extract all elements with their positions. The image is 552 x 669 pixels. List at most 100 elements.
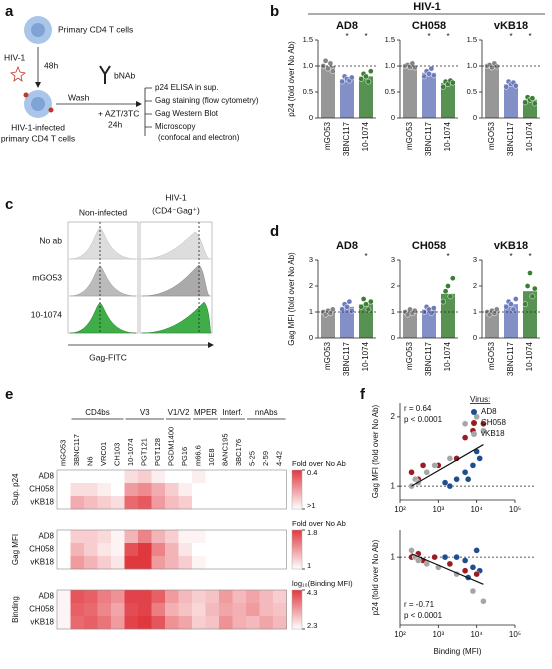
data-point (531, 285, 538, 292)
panel-label: b (270, 3, 279, 20)
data-point (453, 476, 460, 483)
data-point (430, 305, 437, 311)
x-tick-label: mGO53 (323, 121, 332, 150)
y-tick-label: 0 (391, 333, 395, 342)
heatmap-cell (97, 530, 112, 544)
data-point (411, 307, 418, 314)
heatmap-cell (97, 556, 112, 570)
heatmap-cell (70, 556, 85, 570)
heatmap-cell (192, 616, 206, 630)
heatmap-cell (273, 483, 287, 497)
readout: (confocal and electron) (158, 133, 240, 142)
bar (504, 304, 518, 338)
y-tick-label: 0.5 (467, 87, 477, 96)
data-point (531, 100, 538, 107)
group-label: CD4bs (85, 408, 109, 417)
x-tick-label: 10-1074 (361, 121, 370, 151)
heatmap-cell (57, 470, 71, 484)
y-axis-label: p24 (fold over No Ab) (371, 539, 380, 615)
arrow-head (136, 101, 142, 107)
heatmap-cell (57, 556, 71, 570)
bar (422, 309, 436, 338)
y-tick-label: 0 (473, 113, 477, 122)
y-tick-label: 2 (473, 281, 477, 290)
heatmap-cell (84, 470, 98, 484)
column-label: 4-42 (275, 451, 284, 466)
heatmap-cell (138, 530, 152, 544)
y-tick-label: 1.5 (303, 35, 313, 44)
bar (340, 306, 354, 338)
heatmap-cell (259, 483, 274, 497)
heatmap-cell (84, 543, 98, 557)
x-tick-label: 10² (394, 630, 406, 639)
data-point (524, 283, 531, 289)
histogram (69, 265, 137, 297)
panel-label: c (5, 196, 13, 213)
heatmap-cell (219, 483, 233, 497)
data-point (358, 76, 365, 82)
y-tick-label: 1 (309, 307, 313, 316)
column-label: 2-59 (261, 451, 270, 466)
significance-star: * (446, 252, 449, 261)
x-tick-label: 3BNC117 (506, 341, 515, 376)
heatmap-cell (151, 556, 166, 570)
histogram (141, 264, 211, 297)
heatmap-cell (57, 603, 71, 617)
heatmap-cell (84, 483, 98, 497)
readout: Microscopy (155, 122, 195, 131)
significance-star: * (364, 32, 367, 41)
column-label: 10-1074 (126, 438, 135, 466)
heatmap-cell (124, 590, 139, 604)
significance-star: * (509, 32, 512, 41)
heatmap-cell (205, 483, 220, 497)
infected-text: HIV-1-infected (11, 122, 65, 132)
y-axis-label: Gag MFI (fold over No Ab) (287, 252, 296, 346)
color-bar (291, 589, 303, 630)
heatmap-cell (205, 496, 220, 510)
data-point (365, 78, 372, 85)
heatmap-cell (97, 470, 112, 484)
color-bar-title: log₁₀(Binding MFI) (292, 579, 353, 588)
group-label: V1/V2 (168, 408, 190, 417)
data-point (327, 60, 334, 67)
row-label: AD8 (38, 592, 54, 601)
heatmap-cell (178, 530, 193, 544)
y-tick-label: 3 (473, 255, 477, 264)
histogram (141, 301, 212, 334)
data-point (329, 68, 336, 75)
data-point (469, 564, 477, 571)
data-point (431, 553, 438, 561)
heatmap-cell (57, 616, 71, 630)
data-point (428, 65, 435, 72)
arrow-head (208, 342, 214, 348)
heatmap-cell (273, 543, 287, 557)
heatmap-cell (165, 590, 179, 604)
panel-c: c Non-infected HIV-1 (CD4⁻Gag⁺) No ab mG… (5, 192, 214, 362)
data-point (461, 557, 469, 564)
color-bar-tick-label: 1.8 (307, 528, 317, 537)
heatmap-cell (273, 603, 287, 617)
data-point (480, 598, 487, 605)
heatmap-cell (192, 496, 206, 510)
data-point (358, 303, 365, 310)
heatmap-cell (219, 496, 233, 510)
x-tick-label: 3BNC117 (342, 121, 351, 156)
heatmap-cell (219, 530, 233, 544)
wash-text: Wash (68, 92, 90, 102)
heatmap-cell (232, 590, 247, 604)
y-axis-label: p24 (fold over No Ab) (287, 41, 296, 117)
virion (48, 107, 54, 113)
row-label: vKB18 (30, 618, 54, 627)
heatmap-cell (178, 543, 193, 557)
readout: Gag staining (flow cytometry) (155, 96, 259, 105)
data-point (449, 275, 456, 282)
heatmap-cell (57, 590, 71, 604)
time-text: 48h (44, 60, 58, 70)
row-label: AD8 (38, 532, 54, 541)
column-header: Non-infected (79, 207, 127, 217)
heatmap-cell (124, 530, 139, 544)
data-point (346, 298, 353, 305)
subplot-title: CH058 (412, 240, 446, 252)
heatmap-cell (273, 616, 287, 630)
x-tick-label: mGO53 (323, 341, 332, 370)
